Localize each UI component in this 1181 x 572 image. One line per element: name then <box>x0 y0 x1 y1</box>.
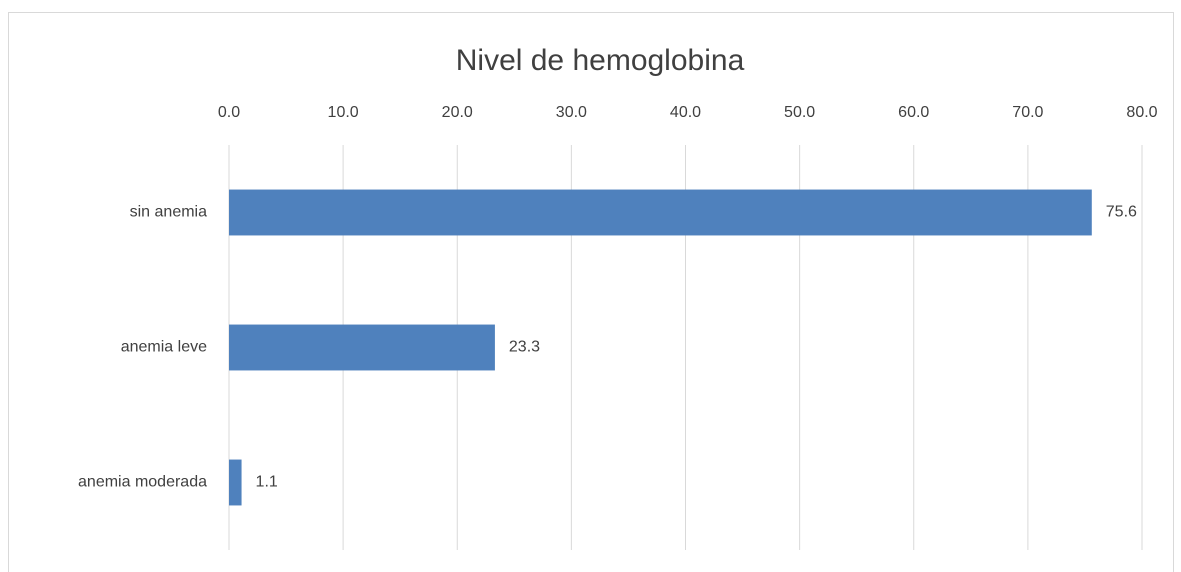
y-tick-label: anemia leve <box>121 339 207 356</box>
y-tick-label: sin anemia <box>130 204 207 221</box>
x-tick-label: 30.0 <box>556 104 587 121</box>
x-tick-label: 60.0 <box>898 104 929 121</box>
x-tick-label: 50.0 <box>784 104 815 121</box>
chart-title: Nivel de hemoglobina <box>456 44 745 77</box>
bar <box>229 189 1092 236</box>
x-tick-label: 10.0 <box>328 104 359 121</box>
bar <box>229 459 242 506</box>
x-tick-label: 70.0 <box>1012 104 1043 121</box>
y-tick-label: anemia moderada <box>78 474 207 491</box>
bar <box>229 324 495 371</box>
value-label: 23.3 <box>509 339 540 356</box>
value-label: 1.1 <box>256 474 278 491</box>
x-tick-label: 40.0 <box>670 104 701 121</box>
value-label: 75.6 <box>1106 204 1137 221</box>
x-tick-label: 0.0 <box>218 104 240 121</box>
x-tick-label: 80.0 <box>1126 104 1157 121</box>
chart-border <box>8 12 1174 572</box>
x-tick-label: 20.0 <box>442 104 473 121</box>
